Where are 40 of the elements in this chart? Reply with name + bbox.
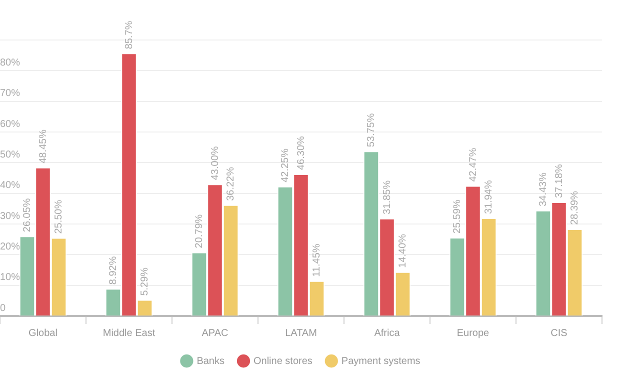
data-label: 31.94%: [484, 180, 495, 214]
data-label: 37.18%: [554, 164, 565, 198]
data-label: 85.7%: [124, 20, 135, 50]
data-label: 14.40%: [398, 234, 409, 268]
y-tick-label: 20%: [0, 241, 20, 252]
data-label: 42.25%: [280, 148, 291, 182]
data-label: 11.45%: [312, 244, 323, 277]
data-label: 31.85%: [382, 180, 393, 214]
data-label: 25.59%: [452, 200, 463, 234]
legend-label: Banks: [196, 356, 224, 367]
data-label: 43.00%: [210, 146, 221, 180]
data-label: 8.92%: [108, 256, 119, 285]
data-label: 5.29%: [140, 267, 151, 296]
data-label: 34.43%: [538, 172, 549, 206]
y-tick-label: 80%: [0, 57, 20, 68]
data-label: 28.39%: [570, 190, 581, 225]
y-tick-label: 30%: [0, 210, 20, 222]
y-tick-label: 60%: [0, 118, 20, 130]
data-label: 25.50%: [54, 200, 65, 234]
y-tick-label: 0: [0, 302, 6, 314]
y-tick-label: 40%: [0, 180, 20, 192]
x-tick-label: Europe: [456, 328, 490, 339]
data-label: 53.75%: [366, 113, 377, 148]
x-tick-label: Africa: [374, 328, 400, 339]
data-label: 20.79%: [194, 214, 205, 248]
data-label: 42.47%: [468, 148, 479, 182]
data-label: 46.30%: [296, 136, 307, 170]
x-tick-label: Global: [28, 328, 58, 339]
x-tick-label: LATAM: [285, 328, 317, 339]
legend-label: Payment systems: [341, 356, 420, 367]
data-label: 36.22%: [226, 166, 237, 201]
y-tick-label: 10%: [0, 272, 20, 284]
y-tick-label: 70%: [0, 88, 20, 100]
data-label: 48.45%: [38, 129, 49, 164]
data-label: 26.05%: [22, 198, 33, 232]
x-tick-label: Middle East: [102, 328, 156, 339]
y-tick-label: 50%: [0, 149, 20, 160]
legend-label: Online stores: [253, 356, 312, 367]
x-tick-label: APAC: [202, 328, 228, 339]
x-tick-label: CIS: [550, 328, 568, 339]
